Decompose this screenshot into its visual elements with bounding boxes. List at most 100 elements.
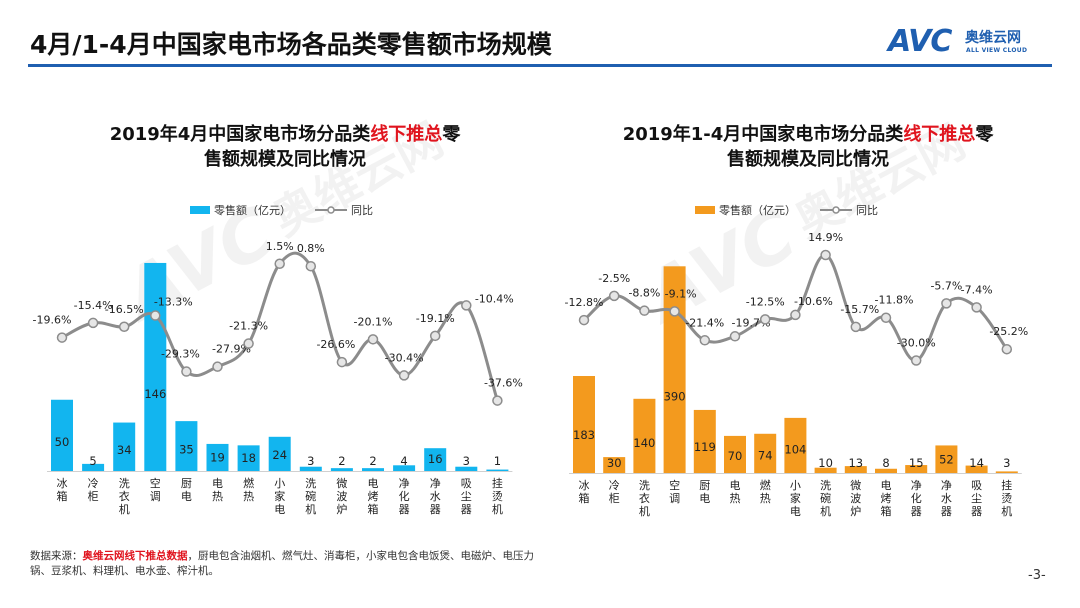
right-yoy-label: -5.7% (930, 279, 962, 292)
right-bar-value-label: 10 (818, 456, 833, 470)
left-title-part1: 2019年4月中国家电市场分品类 (110, 123, 372, 145)
left-yoy-line (61, 251, 499, 402)
left-x-tick-label: 器 (430, 503, 441, 516)
left-yoy-label: -10.4% (475, 292, 514, 305)
left-x-tick-label: 吸 (461, 477, 472, 490)
right-yoy-label: -30.0% (897, 337, 936, 350)
left-bar (268, 436, 291, 471)
left-x-tick-label: 烫 (492, 490, 503, 503)
left-x-tick-label: 器 (461, 503, 472, 516)
left-yoy-point (336, 356, 348, 368)
source-highlight: 奥维云网线下推总数据 (82, 550, 188, 562)
right-yoy-point (820, 249, 831, 261)
right-yoy-label: -25.2% (989, 325, 1028, 338)
left-bar-value-label: 19 (210, 451, 225, 465)
left-bar-value-label: 146 (144, 387, 166, 401)
left-bar-value-label: 4 (400, 454, 407, 468)
left-x-tick-label: 化 (399, 489, 410, 503)
right-yoy-label: -21.4% (685, 316, 724, 329)
left-x-tick-label: 冷 (88, 477, 99, 490)
left-bar (237, 445, 260, 471)
left-yoy-point (367, 334, 379, 345)
right-x-tick-label: 烫 (1001, 492, 1012, 505)
right-yoy-label: -15.7% (840, 303, 879, 316)
left-x-tick-label: 水 (430, 490, 441, 503)
avc-logo: AVC 奥维云网 ALL VIEW CLOUD (888, 24, 1058, 59)
right-yoy-point (578, 314, 590, 326)
logo-cn: 奥维云网 (965, 30, 1021, 46)
left-yoy-point (56, 332, 68, 343)
right-bar-value-label: 3 (1003, 456, 1010, 470)
left-x-tick-label: 冰 (57, 477, 68, 490)
left-bar (455, 466, 478, 471)
right-yoy-point (699, 335, 711, 346)
left-bar-value-label: 2 (338, 454, 345, 468)
left-yoy-point (398, 370, 410, 381)
right-bar (633, 398, 656, 473)
left-yoy-label: 0.8% (297, 242, 325, 255)
right-bar-value-label: 15 (909, 456, 924, 470)
right-title-line2: 售额规模及同比情况 (727, 148, 889, 170)
left-yoy-point (243, 338, 254, 349)
left-x-tick-label: 家 (274, 489, 285, 503)
right-title-part2: 零 (974, 124, 994, 145)
left-yoy-point (492, 395, 503, 406)
left-yoy-point (429, 330, 441, 342)
left-x-tick-label: 机 (119, 502, 130, 516)
right-title: 2019年1-4月中国家电市场分品类线下推总零 (623, 123, 995, 145)
right-x-tick-label: 洗 (820, 479, 831, 492)
left-bar (51, 399, 73, 471)
left-yoy-point (274, 258, 285, 269)
left-x-tick-label: 柜 (88, 490, 99, 503)
right-bar (754, 433, 777, 473)
right-x-tick-label: 柜 (609, 492, 620, 505)
right-yoy-label: -12.8% (565, 296, 604, 309)
left-yoy-point (212, 361, 223, 372)
left-bar (113, 422, 136, 471)
right-x-tick-label: 波 (850, 492, 861, 505)
right-yoy-point (639, 305, 650, 316)
left-x-tick-label: 烤 (368, 489, 379, 503)
source-note: 数据来源：奥维云网线下推总数据，厨电包含油烟机、燃气灶、消毒柜，小家电包含电饭煲… (30, 549, 550, 579)
left-yoy-point (181, 366, 192, 377)
left-x-tick-label: 波 (336, 490, 347, 503)
right-yoy-line (582, 253, 1009, 362)
right-bar-value-label: 183 (573, 428, 595, 442)
left-bar (82, 463, 105, 471)
right-x-tick-label: 净 (941, 478, 952, 492)
left-yoy-point (305, 260, 317, 272)
left-x-tick-label: 电 (181, 490, 192, 503)
right-yoy-label: -7.4% (961, 283, 993, 296)
header: 4月/1-4月中国家电市场各品类零售额市场规模 AVC 奥维云网 ALL VIE… (0, 0, 1080, 68)
right-x-tick-label: 微 (850, 478, 861, 492)
right-yoy-point (1001, 343, 1013, 355)
header-rule (28, 64, 1052, 67)
right-bar (875, 468, 897, 473)
left-yoy-label: -26.6% (316, 338, 355, 351)
right-x-tick-label: 器 (971, 505, 982, 518)
left-x-tick-label: 挂 (492, 476, 503, 490)
left-bar-value-label: 16 (428, 452, 443, 466)
left-bar-value-label: 2 (369, 454, 376, 468)
right-bar-value-label: 74 (758, 448, 773, 462)
right-bar (905, 465, 928, 473)
left-x-tick-label: 微 (336, 476, 347, 490)
right-x-tick-label: 水 (941, 492, 952, 505)
right-x-tick-label: 碗 (820, 491, 831, 505)
left-x-tick-label: 洗 (305, 477, 316, 490)
left-x-tick-label: 洗 (119, 477, 130, 490)
left-yoy-label: -16.5% (105, 303, 144, 316)
right-bar (724, 435, 746, 473)
page-number: -3- (1028, 568, 1046, 583)
right-yoy-point (669, 306, 680, 317)
right-x-tick-label: 箱 (579, 491, 590, 505)
left-x-tick-label: 净 (399, 476, 410, 490)
right-yoy-point (850, 321, 862, 333)
left-x-tick-label: 机 (492, 502, 503, 516)
left-x-tick-label: 箱 (57, 489, 68, 503)
left-bar (486, 469, 509, 471)
left-bar-value-label: 24 (272, 448, 287, 462)
right-x-tick-label: 电 (730, 479, 741, 492)
